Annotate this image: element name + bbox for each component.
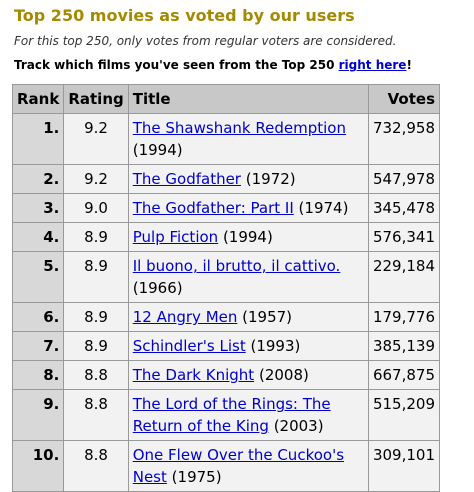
column-header: Rating [63, 84, 129, 114]
movie-link[interactable]: Schindler's List [132, 337, 246, 355]
table-row: 1. 9.2 The Shawshank Redemption (1994) 732,… [11, 113, 441, 165]
votes: 576,341 [367, 222, 441, 252]
page: Top 250 movies as voted by our users For… [11, 6, 441, 492]
table-row: 8. 8.8 The Dark Knight (2008) 667,875 [11, 360, 441, 390]
movie-link[interactable]: The Godfather [132, 170, 241, 188]
track-line: Track which films you've seen from the T… [14, 58, 412, 72]
votes: 345,478 [367, 193, 441, 223]
title-cell: The Godfather (1972) [127, 164, 369, 194]
year: (1974) [298, 199, 349, 217]
year: (1994) [222, 228, 273, 246]
table-row: 2. 9.2 The Godfather (1972) 547,978 [11, 164, 441, 194]
page-title: Top 250 movies as voted by our users [14, 6, 355, 25]
movie-link[interactable]: The Shawshank Redemption [132, 119, 346, 137]
movie-table: Rank Rating Title Votes 1. 9.2 The Shawshank … [11, 84, 441, 492]
title-cell: One Flew Over the Cuckoo's Nest (1975) [127, 440, 369, 492]
rank: 8. [11, 360, 65, 390]
rank: 5. [11, 251, 65, 303]
year: (2008) [258, 366, 309, 384]
column-header: Votes [367, 84, 441, 114]
rank: 7. [11, 331, 65, 361]
rating: 8.8 [63, 389, 129, 441]
year: (1993) [250, 337, 301, 355]
track-link[interactable]: right here [338, 58, 407, 72]
votes: 667,875 [367, 360, 441, 390]
votes: 732,958 [367, 113, 441, 165]
table-row: 5. 8.9 Il buono, il brutto, il cattivo. (1… [11, 251, 441, 303]
title-cell: The Godfather: Part II (1974) [127, 193, 369, 223]
rank: 10. [11, 440, 65, 492]
rank: 9. [11, 389, 65, 441]
note: For this top 250, only votes from regula… [14, 34, 397, 48]
title-cell: The Lord of the Rings: The Return of the… [127, 389, 369, 441]
year: (1957) [242, 308, 293, 326]
title-cell: Schindler's List (1993) [127, 331, 369, 361]
year: (1972) [245, 170, 296, 188]
title-cell: Pulp Fiction (1994) [127, 222, 369, 252]
year: (1966) [132, 279, 183, 297]
title-cell: The Dark Knight (2008) [127, 360, 369, 390]
column-header: Rank [11, 84, 65, 114]
movie-link[interactable]: 12 Angry Men [132, 308, 238, 326]
votes: 229,184 [367, 251, 441, 303]
table-row: 6. 8.9 12 Angry Men (1957) 179,776 [11, 302, 441, 332]
title-cell: Il buono, il brutto, il cattivo. (1966) [127, 251, 369, 303]
track-end: ! [406, 58, 412, 72]
movie-link[interactable]: The Lord of the Rings: The Return of the… [132, 395, 331, 435]
table-row: 10. 8.8 One Flew Over the Cuckoo's Nest (1… [11, 440, 441, 492]
title-cell: The Shawshank Redemption (1994) [127, 113, 369, 165]
rating: 8.9 [63, 251, 129, 303]
rating: 8.9 [63, 222, 129, 252]
votes: 515,209 [367, 389, 441, 441]
rating: 9.2 [63, 164, 129, 194]
track-text: Track which films you've seen from the T… [14, 58, 339, 72]
title-cell: 12 Angry Men (1957) [127, 302, 369, 332]
movie-link[interactable]: Il buono, il brutto, il cattivo. [132, 257, 341, 275]
movie-link[interactable]: The Dark Knight [132, 366, 255, 384]
column-header: Title [127, 84, 369, 114]
rank: 1. [11, 113, 65, 165]
table-row: 3. 9.0 The Godfather: Part II (1974) 345,47… [11, 193, 441, 223]
rating: 9.2 [63, 113, 129, 165]
rank: 3. [11, 193, 65, 223]
table-row: 7. 8.9 Schindler's List (1993) 385,139 [11, 331, 441, 361]
table-row: 4. 8.9 Pulp Fiction (1994) 576,341 [11, 222, 441, 252]
movie-link[interactable]: Pulp Fiction [132, 228, 219, 246]
votes: 547,978 [367, 164, 441, 194]
votes: 309,101 [367, 440, 441, 492]
rating: 8.8 [63, 440, 129, 492]
rating: 8.9 [63, 302, 129, 332]
rank: 6. [11, 302, 65, 332]
rank: 4. [11, 222, 65, 252]
year: (2003) [273, 417, 324, 435]
rating: 8.9 [63, 331, 129, 361]
movie-link[interactable]: One Flew Over the Cuckoo's Nest [132, 446, 345, 486]
rank: 2. [11, 164, 65, 194]
movie-link[interactable]: The Godfather: Part II [132, 199, 294, 217]
header-row: Rank Rating Title Votes [11, 84, 441, 114]
votes: 179,776 [367, 302, 441, 332]
year: (1975) [171, 468, 222, 486]
rating: 8.8 [63, 360, 129, 390]
year: (1994) [132, 141, 183, 159]
votes: 385,139 [367, 331, 441, 361]
rating: 9.0 [63, 193, 129, 223]
table-body: 1. 9.2 The Shawshank Redemption (1994) 732,… [11, 113, 441, 492]
table-row: 9. 8.8 The Lord of the Rings: The Return o… [11, 389, 441, 441]
